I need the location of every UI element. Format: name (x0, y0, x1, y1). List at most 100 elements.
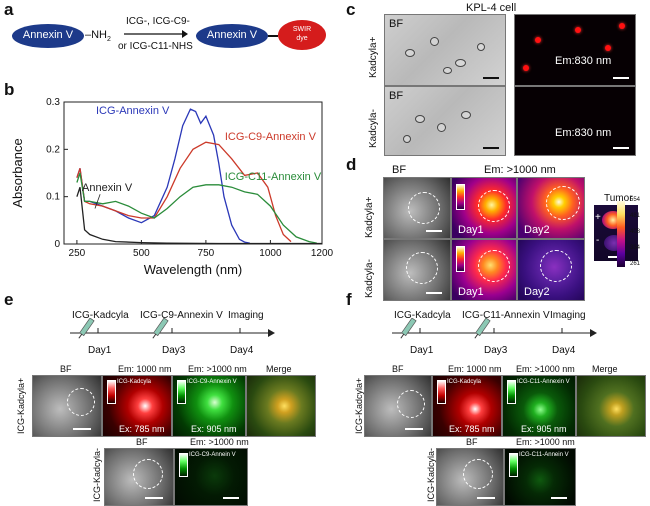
x-tick-label: 250 (69, 248, 86, 259)
timeline-step-2: ICG-C9-Annexin V (140, 310, 223, 321)
image-tag: ICG-Kadcyla (117, 379, 152, 385)
fluor-image-kadcyla-plus: Em:830 nm (514, 14, 636, 86)
row-label-kadcyla-minus: Kadcyla- (368, 109, 379, 148)
bf-mouse-image (436, 448, 504, 506)
intensity-colorbar (456, 184, 465, 210)
cell (403, 135, 411, 143)
timeline-step-3: Imaging (228, 310, 264, 321)
bf-label: BF (136, 437, 148, 447)
row-label-kadcyla-plus: ICG-Kadcyla+ (354, 377, 364, 434)
cell (415, 115, 425, 123)
annexin-image: ICG-C11-Annexin V Ex: 905 nm (502, 375, 576, 437)
annexin-image: ICG-C11-Annein V (504, 448, 576, 506)
day-3-label: Day3 (484, 345, 508, 356)
row-label-kadcyla-plus: ICG-Kadcyla+ (16, 377, 26, 434)
em-over-1000-label: Em: >1000 nm (188, 364, 247, 374)
excitation-label: Ex: 905 nm (521, 424, 567, 434)
excitation-label: Ex: 785 nm (449, 424, 495, 434)
em-830-label: Em:830 nm (555, 127, 612, 139)
series-line (76, 172, 317, 244)
intensity-colorbar (177, 380, 186, 404)
row-label-kadcyla-minus: ICG-Kadcyla- (92, 447, 102, 502)
series-line (76, 141, 292, 243)
scale-bar (426, 230, 442, 232)
scale-bar (223, 497, 239, 499)
y-axis-label: Absorbance (10, 138, 25, 207)
amine-label: –NH (85, 29, 108, 41)
intensity-colorbar (107, 380, 116, 404)
merge-label: Merge (266, 364, 292, 374)
syringe-icon (474, 318, 491, 339)
x-tick-label: 1000 (259, 248, 282, 259)
x-tick-label: 1200 (311, 248, 334, 259)
scale-tick: 261 (630, 261, 641, 267)
em-1000-label: Em: 1000 nm (118, 364, 172, 374)
plus-sign: + (595, 212, 601, 223)
tumor-circle (397, 390, 425, 418)
amine-group: –NH2 (85, 29, 111, 43)
swir-day2-kadcyla-minus: Day2 (517, 239, 585, 301)
day-1-label: Day1 (88, 345, 112, 356)
tumor-circle (546, 186, 580, 220)
swir-label: SWIR (292, 26, 312, 33)
annexin-product-ellipse: Annexin V (196, 24, 268, 48)
em-header: Em: >1000 nm (484, 164, 556, 176)
annexin-reactant-ellipse: Annexin V (12, 24, 84, 48)
syringe-icon (400, 318, 417, 339)
timeline-step-2: ICG-C11-Annexin V (462, 310, 550, 321)
swir-dye-ellipse: SWIR dye (278, 20, 326, 50)
bf-mouse-image (364, 375, 432, 437)
bf-label: BF (392, 364, 404, 374)
day-label: Day2 (524, 224, 550, 236)
series-line (76, 186, 322, 245)
day-4-label: Day4 (230, 345, 254, 356)
em-830-label: Em:830 nm (555, 55, 612, 67)
scale-tick: 408 (630, 229, 641, 235)
y-tick-label: 0.2 (46, 144, 60, 155)
scale-bar (613, 147, 629, 149)
bf-label: BF (466, 437, 478, 447)
intensity-colorbar (507, 380, 516, 404)
swir-day2-kadcyla-plus: Day2 (517, 177, 585, 239)
bf-label: BF (60, 364, 72, 374)
amine-subscript: 2 (107, 36, 111, 44)
day-label: Day1 (458, 286, 484, 298)
scale-bar (483, 77, 499, 79)
tumor-circle (478, 190, 510, 222)
image-tag: ICG-Kadcyla (447, 379, 482, 385)
scale-tick: 554 (630, 197, 641, 203)
day-4-label: Day4 (552, 345, 576, 356)
bf-mouse-image (32, 375, 102, 437)
tumor-circle (133, 459, 163, 489)
x-axis-label: Wavelength (nm) (144, 262, 243, 277)
series-line (76, 108, 250, 244)
em-1000-label: Em: 1000 nm (448, 364, 502, 374)
merge-image (246, 375, 316, 437)
scale-bar (477, 497, 495, 499)
intensity-colorbar (437, 380, 446, 404)
cell (477, 43, 485, 51)
reagent-line-2: or ICG-C11-NHS (118, 41, 193, 52)
panel-label-b: b (4, 80, 15, 99)
em-over-1000-label: Em: >1000 nm (516, 364, 575, 374)
bf-mouse-kadcyla-minus (383, 239, 451, 301)
timeline-axis (392, 318, 597, 339)
bf-image-kadcyla-minus: BF (384, 86, 506, 156)
series-label: ICG-Annexin V (96, 105, 170, 117)
fluorescent-cell (605, 45, 611, 51)
tumor-circle (540, 250, 572, 282)
day-label: Day2 (524, 286, 550, 298)
swir-day1-kadcyla-minus: Day1 (451, 239, 517, 301)
scale-bar (73, 428, 91, 430)
timeline-step-3: Imaging (550, 310, 586, 321)
bf-image-kadcyla-plus: BF (384, 14, 506, 86)
cell (443, 67, 452, 74)
y-tick-label: 0 (54, 239, 60, 250)
x-tick-label: 750 (198, 248, 215, 259)
reagent-line-1: ICG-, ICG-C9- (126, 16, 190, 27)
scale-bar (145, 497, 163, 499)
reaction-arrow (124, 30, 188, 38)
y-tick-label: 0.1 (46, 192, 60, 203)
panel-label-d: d (346, 155, 357, 174)
tumor-circle (67, 388, 95, 416)
